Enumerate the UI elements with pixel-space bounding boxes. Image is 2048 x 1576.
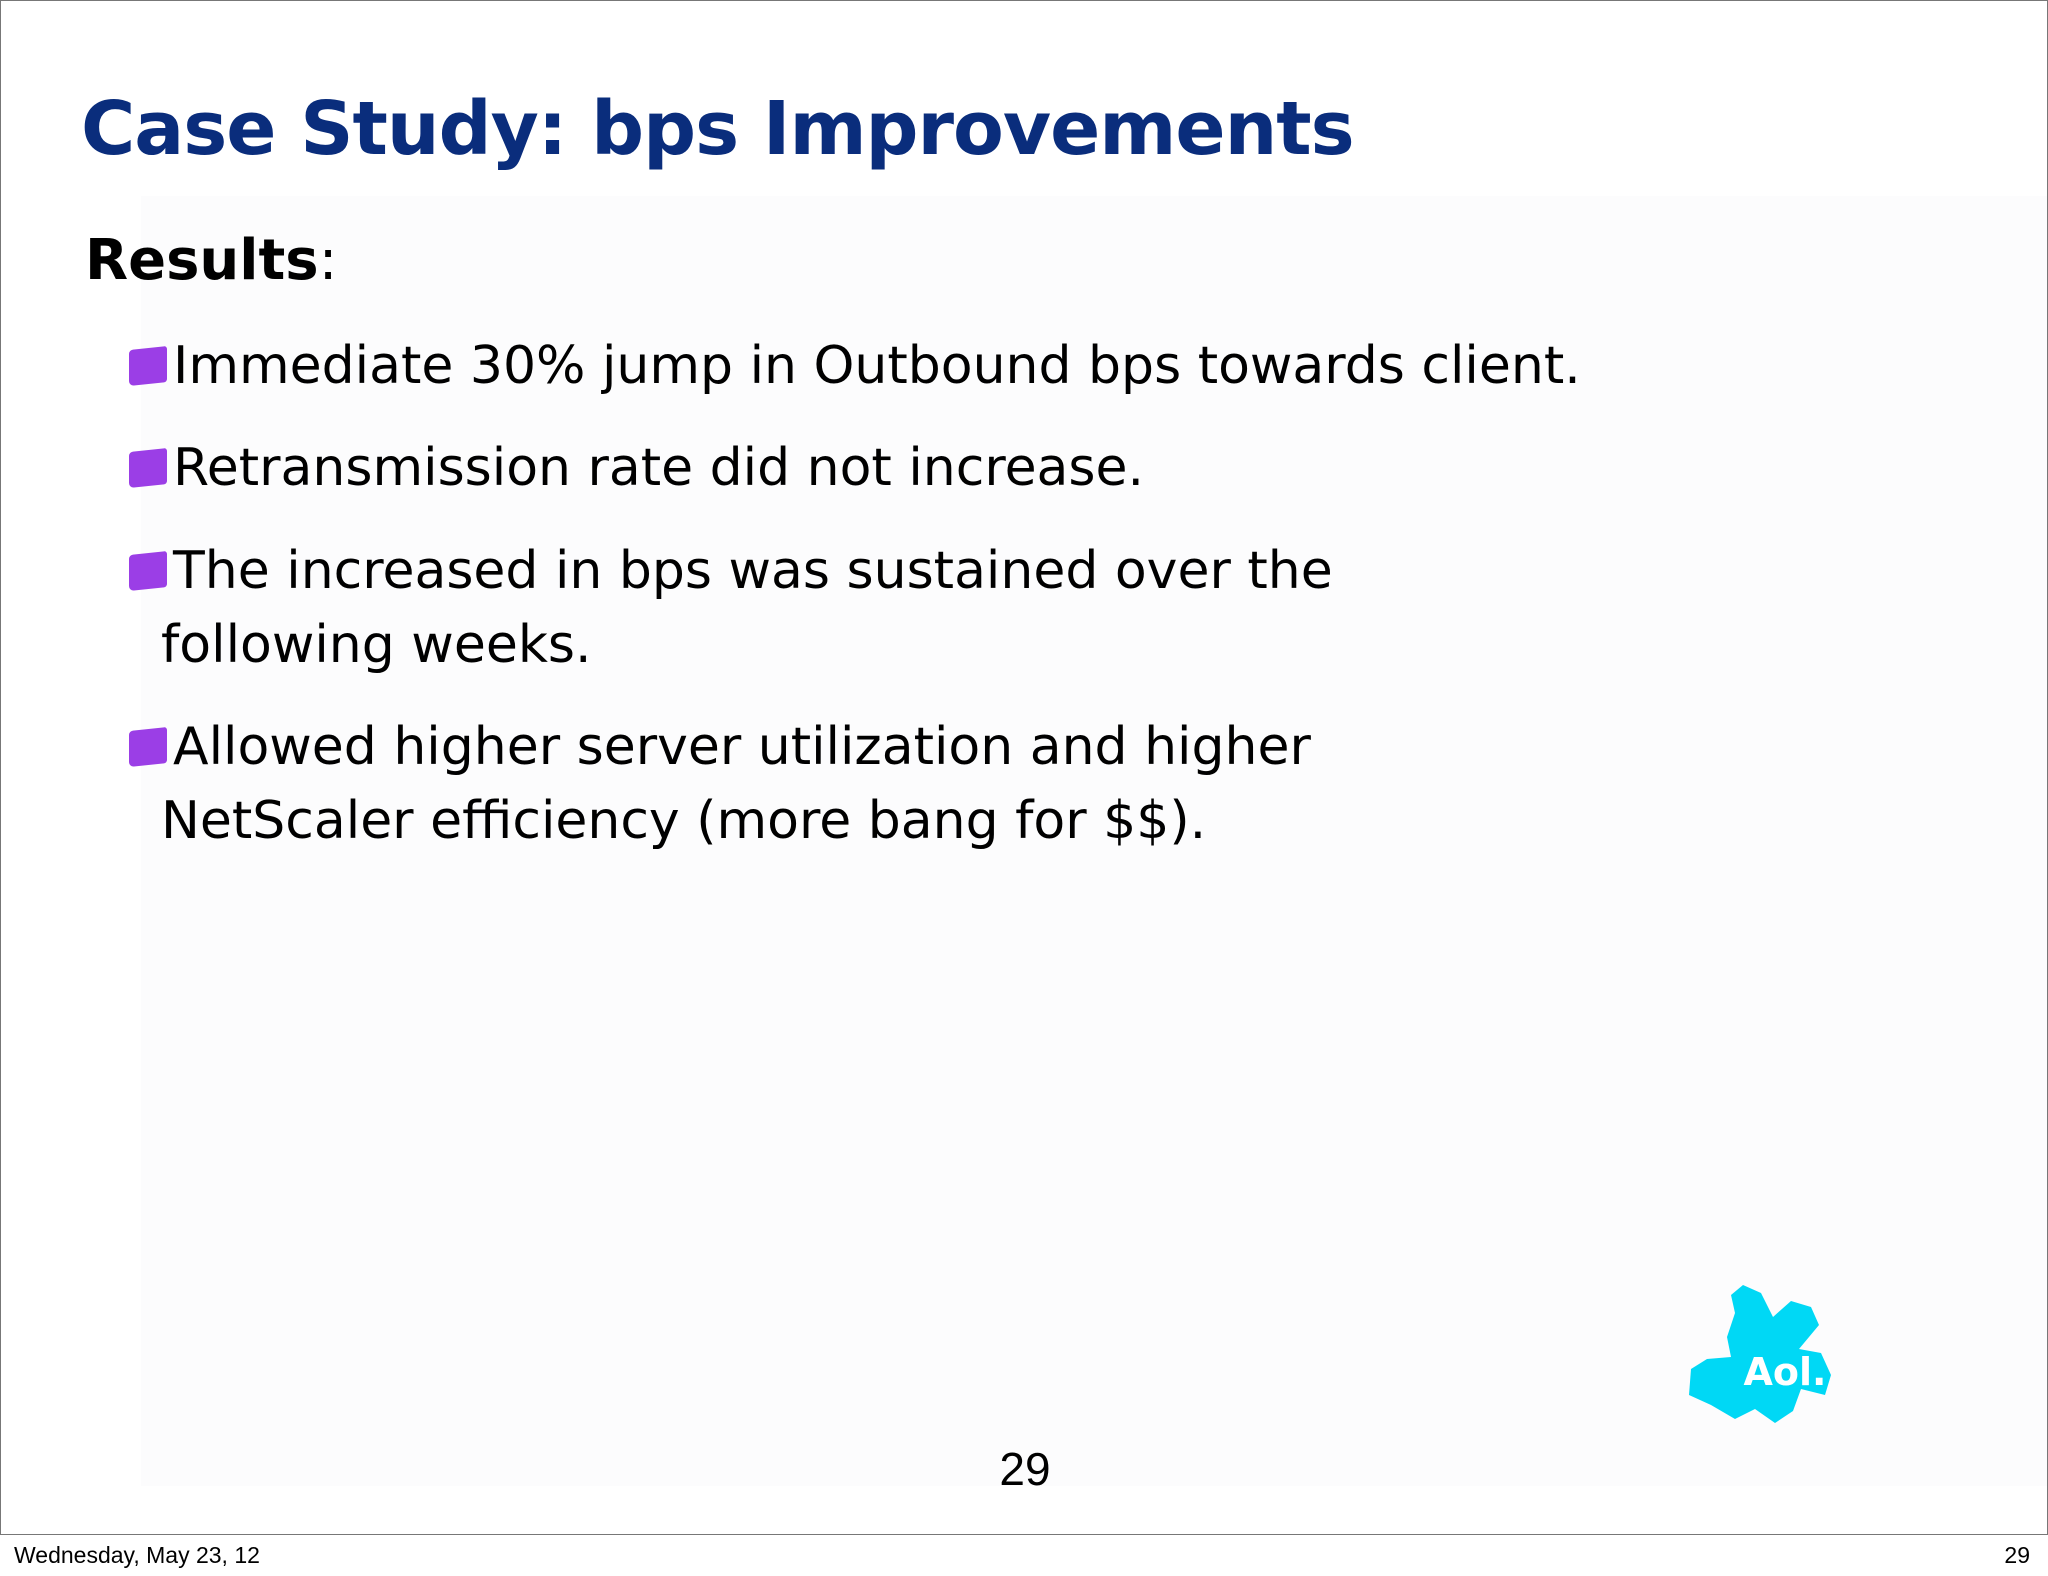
square-bullet-icon — [129, 551, 167, 591]
bullet-text: The increased in bps was sustained over … — [173, 541, 1333, 601]
bullet-text-continuation: following weeks. — [161, 615, 592, 675]
aol-logo: Aol. — [1689, 1285, 1831, 1423]
content-panel — [141, 196, 2047, 1486]
square-bullet-icon — [129, 448, 167, 488]
bullet-text: Retransmission rate did not increase. — [173, 438, 1145, 498]
footer-page-number: 29 — [2004, 1542, 2030, 1568]
bullet-text: Immediate 30% jump in Outbound bps towar… — [173, 336, 1581, 396]
results-label: Results — [85, 228, 319, 293]
footer-date: Wednesday, May 23, 12 — [14, 1542, 260, 1568]
slide-page-number: 29 — [999, 1443, 1051, 1495]
results-heading: Results: — [85, 223, 337, 299]
bullet-text-continuation: NetScaler efficiency (more bang for $$). — [161, 791, 1207, 851]
square-bullet-icon — [129, 346, 167, 386]
slide: Case Study: bps Improvements Results: Im… — [0, 0, 2048, 1535]
aol-logo-shape — [1689, 1285, 1831, 1423]
slide-title: Case Study: bps Improvements — [81, 86, 1355, 172]
aol-logo-text: Aol. — [1744, 1350, 1827, 1394]
results-colon: : — [318, 228, 338, 293]
bullet-text: Allowed higher server utilization and hi… — [173, 717, 1311, 777]
square-bullet-icon — [129, 727, 167, 767]
